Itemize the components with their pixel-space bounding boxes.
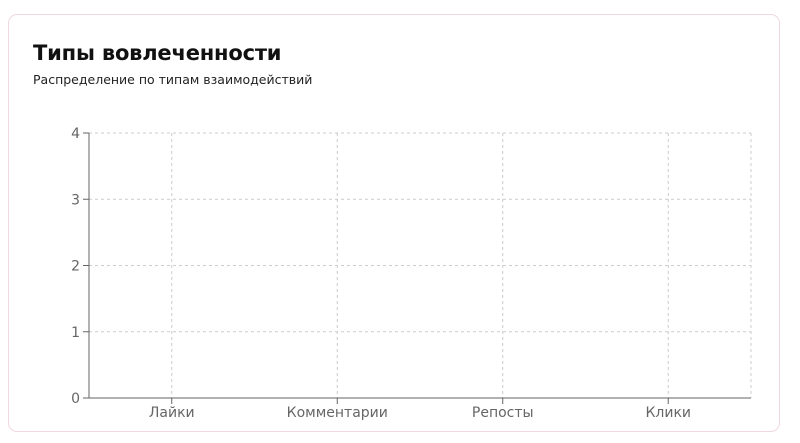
chart-subtitle: Распределение по типам взаимодействий bbox=[33, 72, 313, 87]
grid-lines bbox=[89, 132, 752, 398]
x-tick-label: Клики bbox=[645, 405, 691, 421]
y-tick-label: 0 bbox=[71, 391, 80, 407]
y-tick-label: 1 bbox=[71, 325, 80, 341]
y-tick-label: 3 bbox=[71, 192, 80, 208]
tick-labels: 0 1 2 3 4 Лайки Комментарии Репосты Клики bbox=[71, 126, 691, 421]
chart-title: Типы вовлеченности bbox=[33, 41, 282, 65]
x-tick-label: Комментарии bbox=[287, 405, 388, 421]
axes bbox=[83, 132, 751, 404]
y-tick-label: 4 bbox=[71, 126, 80, 142]
engagement-card: Типы вовлеченности Распределение по типа… bbox=[8, 14, 780, 432]
y-tick-label: 2 bbox=[71, 259, 80, 275]
x-tick-label: Лайки bbox=[149, 405, 195, 421]
x-tick-label: Репосты bbox=[472, 405, 534, 421]
